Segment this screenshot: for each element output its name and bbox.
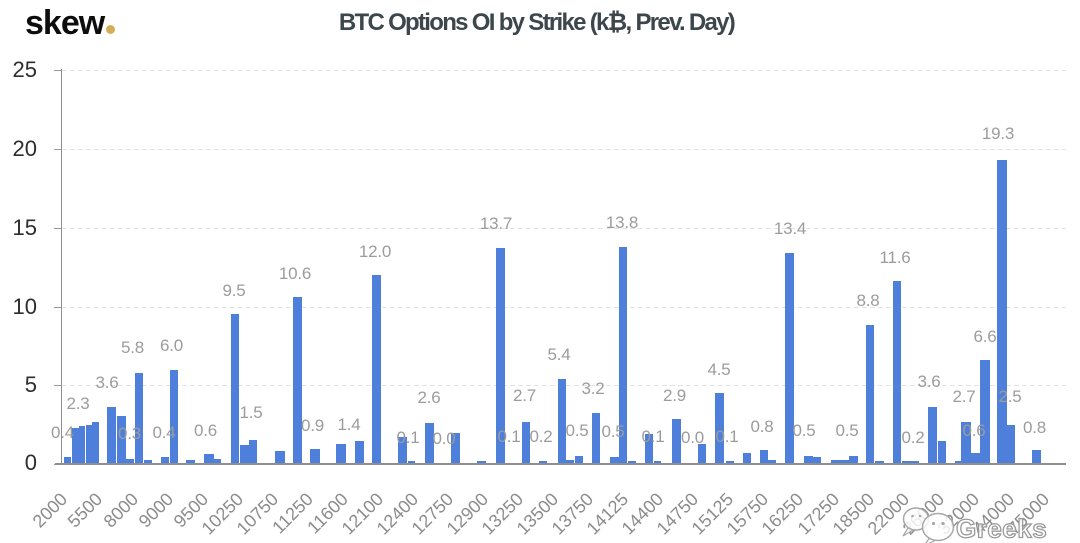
svg-text:Greeks: Greeks: [956, 514, 1047, 543]
